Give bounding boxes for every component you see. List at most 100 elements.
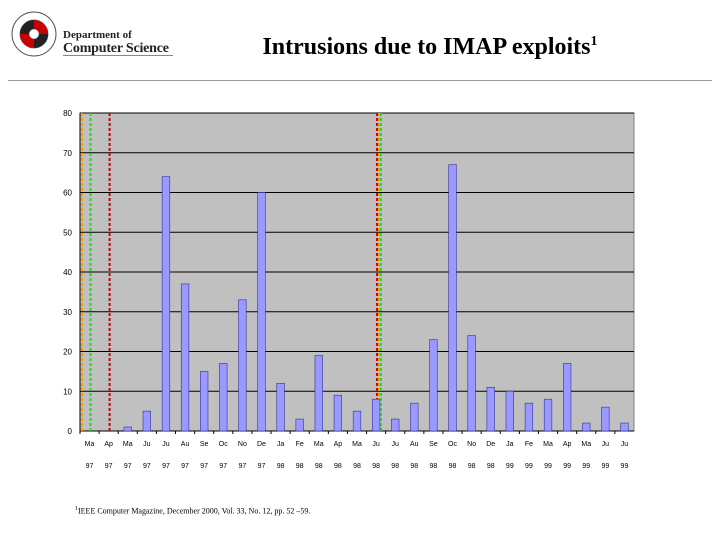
bar (257, 192, 266, 432)
x-tick-label-month: Ja (506, 441, 514, 448)
bar (391, 418, 400, 432)
x-tick-label-year: 99 (621, 463, 629, 470)
bar (371, 398, 381, 432)
bar (467, 335, 476, 432)
x-tick-label-month: Ju (162, 441, 170, 448)
x-tick-label-month: Ju (143, 441, 151, 448)
x-tick-label-month: Ap (334, 441, 343, 448)
x-tick-label-month: No (238, 441, 247, 448)
bar (238, 299, 247, 432)
footnote-mark: 1 (75, 506, 78, 512)
x-tick-label-year: 98 (468, 463, 476, 470)
department-name-line2: Computer Science (63, 41, 169, 56)
x-tick-label-month: Ma (314, 441, 324, 448)
bar (524, 402, 534, 432)
x-tick-label-year: 99 (525, 463, 533, 470)
x-tick-label-year: 98 (430, 463, 438, 470)
x-tick-label-month: Au (410, 441, 419, 448)
x-tick-label-month: Ju (392, 441, 400, 448)
x-tick-label-month: Ma (123, 441, 133, 448)
bar (219, 363, 228, 432)
bar (486, 386, 495, 432)
bar (200, 371, 209, 432)
bar (180, 283, 190, 432)
y-tick-label: 0 (68, 427, 73, 436)
slide-title-footnote-mark: 1 (590, 34, 598, 49)
x-tick-label-month: Ju (372, 441, 380, 448)
y-tick-label: 70 (63, 149, 72, 158)
logo-underline (63, 55, 173, 56)
bar (429, 339, 438, 432)
slide-title: Intrusions due to IMAP exploits1 (210, 34, 650, 61)
x-tick-label-year: 98 (353, 463, 361, 470)
footnote-text: IEEE Computer Magazine, December 2000, V… (78, 506, 311, 516)
y-tick-label: 20 (63, 348, 72, 357)
x-tick-label-year: 99 (544, 463, 552, 470)
bar (505, 390, 514, 432)
bar (410, 402, 419, 432)
x-tick-label-year: 99 (506, 463, 514, 470)
bar (543, 398, 553, 432)
x-tick-label-year: 97 (124, 463, 132, 470)
x-tick-label-year: 97 (143, 463, 151, 470)
x-tick-label-month: Se (429, 441, 438, 448)
x-tick-label-month: Ju (621, 441, 629, 448)
y-tick-label: 40 (63, 268, 72, 277)
x-tick-label-year: 97 (86, 463, 94, 470)
x-tick-label-month: De (486, 441, 495, 448)
x-tick-label-month: Oc (448, 441, 457, 448)
x-tick-label-year: 97 (219, 463, 227, 470)
x-tick-label-year: 99 (582, 463, 590, 470)
x-tick-label-year: 98 (315, 463, 323, 470)
bar (448, 164, 457, 432)
y-tick-label: 50 (63, 228, 72, 237)
x-tick-label-month: Oc (219, 441, 228, 448)
x-tick-label-year: 98 (372, 463, 380, 470)
x-tick-label-month: Ma (352, 441, 362, 448)
x-tick-label-month: Ap (104, 441, 113, 448)
x-tick-label-month: Au (181, 441, 190, 448)
university-seal-icon (11, 11, 57, 57)
y-tick-label: 60 (63, 189, 72, 198)
department-logo: Department of Computer Science (10, 10, 180, 68)
department-name: Department of Computer Science (63, 30, 169, 56)
bar (142, 410, 151, 432)
x-tick-label-year: 98 (487, 463, 495, 470)
x-tick-label-year: 98 (334, 463, 342, 470)
bar (620, 422, 629, 432)
x-tick-label-month: Fe (296, 441, 304, 448)
y-tick-label: 80 (63, 109, 72, 118)
x-tick-label-year: 98 (391, 463, 399, 470)
bar (314, 355, 323, 432)
x-tick-label-month: De (257, 441, 266, 448)
x-tick-label-year: 98 (410, 463, 418, 470)
x-tick-label-month: Se (200, 441, 209, 448)
x-tick-label-month: Ja (277, 441, 285, 448)
bar (352, 410, 362, 432)
y-tick-label: 10 (63, 387, 72, 396)
bar (161, 176, 171, 432)
bar (295, 418, 304, 432)
x-tick-label-year: 97 (162, 463, 170, 470)
x-tick-label-year: 97 (238, 463, 246, 470)
department-name-line1: Department of (63, 29, 132, 41)
x-tick-label-year: 97 (200, 463, 208, 470)
slide-title-text: Intrusions due to IMAP exploits (262, 34, 591, 60)
x-tick-label-month: Ma (543, 441, 553, 448)
x-tick-label-month: Ma (581, 441, 591, 448)
bar (276, 382, 285, 432)
x-tick-label-year: 97 (105, 463, 113, 470)
bar (582, 422, 591, 432)
bar (601, 406, 610, 432)
x-tick-label-year: 97 (181, 463, 189, 470)
x-tick-label-month: Ju (602, 441, 610, 448)
x-tick-label-year: 98 (449, 463, 457, 470)
bar (123, 426, 132, 432)
x-tick-label-year: 98 (296, 463, 304, 470)
x-tick-label-year: 99 (563, 463, 571, 470)
x-tick-label-month: No (467, 441, 476, 448)
bar (333, 394, 343, 432)
x-tick-label-month: Ma (85, 441, 95, 448)
bar (563, 363, 572, 432)
